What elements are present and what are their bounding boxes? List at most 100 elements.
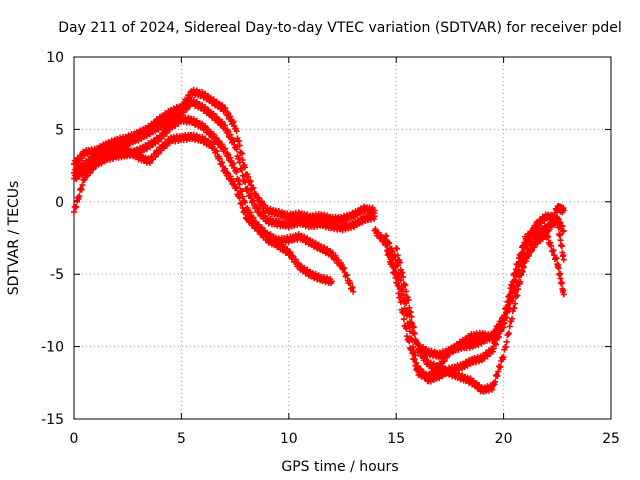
data-point — [242, 208, 249, 215]
data-point — [553, 255, 560, 262]
data-point — [400, 286, 407, 293]
data-point — [492, 378, 499, 385]
data-point — [239, 172, 246, 179]
data-point — [225, 110, 232, 117]
data-point — [371, 213, 378, 220]
data-point — [409, 350, 416, 357]
data-point — [236, 142, 243, 149]
data-point — [73, 203, 80, 210]
data-point — [403, 300, 410, 307]
y-tick-label: 5 — [55, 122, 64, 138]
data-point — [225, 151, 232, 158]
data-point — [347, 280, 354, 287]
data-point — [236, 194, 243, 201]
data-point — [242, 164, 249, 171]
data-point — [411, 356, 418, 363]
data-point — [413, 340, 420, 347]
data-point — [555, 224, 562, 231]
x-axis-label: GPS time / hours — [281, 459, 398, 475]
data-point — [344, 272, 351, 279]
data-point — [239, 199, 246, 206]
x-tick-label: 0 — [70, 431, 79, 447]
data-point — [397, 277, 404, 284]
data-point — [239, 150, 246, 157]
data-point — [389, 248, 396, 255]
data-point — [239, 188, 246, 195]
data-point — [489, 333, 496, 340]
data-point — [560, 256, 567, 263]
data-point — [558, 243, 565, 250]
data-point — [236, 181, 243, 188]
data-point — [558, 279, 565, 286]
data-point — [498, 320, 505, 327]
data-point — [233, 185, 240, 192]
data-point — [505, 330, 512, 337]
data-point — [233, 169, 240, 176]
data-point — [391, 269, 398, 276]
data-point — [250, 185, 257, 192]
data-point — [393, 245, 400, 252]
data-point — [509, 315, 516, 322]
data-point — [383, 242, 390, 249]
x-tick-label: 5 — [177, 431, 186, 447]
data-point — [76, 193, 83, 200]
data-point — [503, 338, 510, 345]
data-point — [407, 328, 414, 335]
data-point — [239, 156, 246, 163]
data-point — [233, 128, 240, 135]
data-point — [397, 299, 404, 306]
series-track-2 — [71, 97, 378, 234]
data-point — [520, 264, 527, 271]
data-point — [506, 323, 513, 330]
data-point — [406, 338, 413, 345]
data-point — [328, 278, 335, 285]
data-point — [400, 292, 407, 299]
data-point — [557, 231, 564, 238]
data-point — [389, 263, 396, 270]
plot-frame — [73, 56, 612, 420]
data-point — [394, 262, 401, 269]
data-point — [394, 252, 401, 259]
data-point — [386, 240, 393, 247]
data-point — [509, 278, 516, 285]
series-track-4 — [71, 131, 335, 287]
data-point — [411, 330, 418, 337]
data-point — [233, 146, 240, 153]
data-point — [410, 324, 417, 331]
data-point — [495, 368, 502, 375]
data-point — [560, 291, 567, 298]
y-tick-label: -5 — [50, 267, 64, 283]
data-point — [514, 292, 521, 299]
data-point — [501, 312, 508, 319]
data-point — [216, 155, 223, 162]
data-point — [512, 300, 519, 307]
data-point — [245, 173, 252, 180]
data-point — [383, 232, 390, 239]
data-point — [497, 363, 504, 370]
data-point — [518, 250, 525, 257]
chart-title: Day 211 of 2024, Sidereal Day-to-day VTE… — [58, 20, 622, 36]
data-point — [515, 261, 522, 268]
y-tick-label: 0 — [55, 195, 64, 211]
data-point — [402, 282, 409, 289]
data-point — [500, 354, 507, 361]
data-point — [512, 266, 519, 273]
data-point — [515, 286, 522, 293]
y-tick-label: -15 — [41, 412, 64, 428]
data-point — [245, 187, 252, 194]
axis-ticks: 0 5 10 15 20 25 -15 -10 -5 0 5 10 — [41, 50, 620, 447]
x-tick-label: 15 — [387, 431, 405, 447]
data-point — [403, 325, 410, 332]
data-point — [502, 344, 509, 351]
data-point — [236, 159, 243, 166]
y-tick-label: -10 — [41, 340, 64, 356]
data-point — [557, 237, 564, 244]
data-point — [548, 218, 555, 225]
data-points — [71, 86, 567, 395]
y-axis-label: SDTVAR / TECUs — [6, 181, 22, 296]
data-point — [239, 166, 246, 173]
data-point — [504, 298, 511, 305]
data-point — [225, 128, 232, 135]
data-point — [548, 242, 555, 249]
